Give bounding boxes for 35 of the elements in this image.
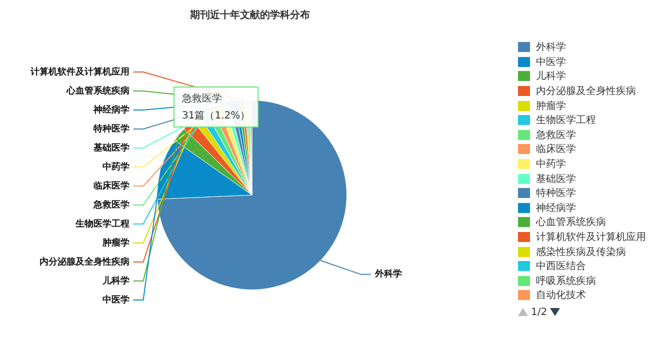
legend-label: 外科学 — [536, 40, 566, 54]
legend-label: 呼吸系统疾病 — [536, 274, 596, 288]
legend-label: 特种医学 — [536, 186, 576, 200]
legend-label: 生物医学工程 — [536, 114, 596, 128]
slice-label: 中药学 — [102, 161, 130, 172]
slice-label: 神经病学 — [92, 104, 130, 116]
legend-label: 儿科学 — [536, 70, 566, 84]
text: 急救医学 31篇（1.2%） — [181, 92, 250, 122]
slice-label: 生物医学工程 — [74, 218, 130, 230]
legend-label: 心血管系统疾病 — [536, 216, 606, 230]
legend-label: 中药学 — [536, 158, 566, 172]
chart-title: 期刊近十年文献的学科分布 — [189, 8, 311, 22]
legend-label: 神经病学 — [536, 202, 576, 215]
slice-label: 肿瘤学 — [101, 237, 130, 248]
slice-label: 急救医学 — [92, 199, 130, 210]
legend-label: 中医学 — [536, 56, 566, 69]
legend-label: 感染性疾病及传染病 — [536, 246, 626, 259]
slice-label: 外科学 — [374, 268, 402, 280]
legend-label: 内分泌腺及全身性疾病 — [536, 84, 636, 98]
slice-label: 基础医学 — [92, 142, 130, 154]
legend-label: 急救医学 — [536, 128, 576, 142]
slice-label: 中医学 — [102, 294, 130, 306]
legend-label: 计算机软件及计算机应用 — [536, 230, 646, 244]
slice-label: 内分泌腺及全身性疾病 — [39, 256, 130, 268]
legend-label: 肿瘤学 — [536, 100, 566, 113]
legend-label: 临床医学 — [536, 142, 576, 156]
legend-label: 基础医学 — [536, 172, 576, 186]
legend-label: 中西医结合 — [536, 260, 586, 274]
slice-label: 心血管系统疾病 — [65, 85, 130, 96]
slice-label: 特种医学 — [92, 123, 130, 134]
legend-label: 自动化技术 — [536, 288, 586, 302]
slice-label: 计算机软件及计算机应用 — [29, 66, 130, 78]
slice-label: 临床医学 — [93, 180, 130, 192]
text: 1/2 — [531, 306, 548, 318]
slice-label: 儿科学 — [101, 275, 130, 286]
